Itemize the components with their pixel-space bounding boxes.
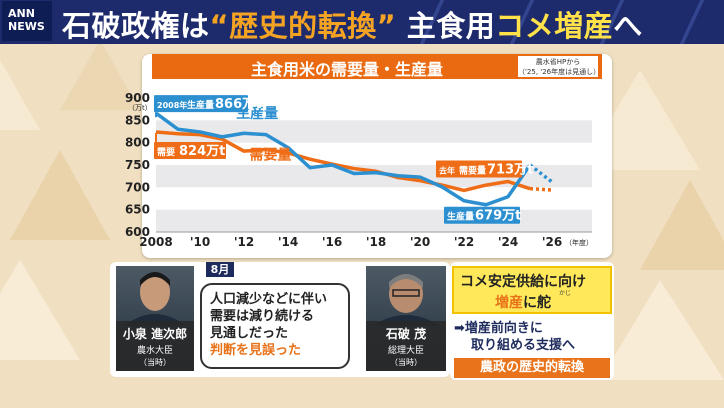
headline-part-4: コメ増産: [495, 9, 614, 43]
policy-line-2: 増産に舵: [495, 292, 551, 312]
x-tick-label: '26: [542, 235, 562, 249]
annotation-demand-2008-text: 824万t: [179, 144, 225, 159]
ishiba-role: 総理大臣: [387, 346, 424, 356]
annotation-demand-2024-text: 需要量: [459, 165, 486, 177]
ishiba-caption: 石破 茂 総理大臣 （当時）: [366, 321, 446, 371]
annotation-prod-2024: 生産量 679万t: [444, 206, 521, 224]
x-tick-label: '18: [366, 235, 386, 249]
quote-bubble: 人口減少などに伴い 需要は減り続ける 見通しだった 判断を見誤った: [200, 283, 350, 369]
y-tick-label: 650: [125, 203, 150, 217]
y-tick-label: 800: [125, 136, 150, 150]
x-tick-label: '10: [190, 235, 210, 249]
policy-line-1: コメ安定供給に向け: [460, 274, 586, 290]
y-tick-label: 600: [125, 225, 150, 239]
annotation-prod-2024-text: 679万t: [475, 209, 521, 224]
koizumi-caption: 小泉 進次郎 農水大臣 （当時）: [116, 321, 194, 371]
y-unit-label: （万t）: [128, 104, 152, 112]
quote-line-3: 見通しだった: [210, 326, 289, 341]
demand-line: [155, 130, 531, 193]
historic-shift-band: 農政の歴史的転換: [454, 358, 610, 378]
month-tag: 8月: [206, 262, 234, 277]
headline-part-5: へ: [613, 9, 643, 43]
x-tick-label: '24: [498, 235, 518, 249]
news-logo: ANN NEWS: [2, 1, 52, 41]
source-line-2: （'25, '26年度は見通し）: [518, 68, 601, 76]
annotation-demand-2024-text: 713万t: [487, 163, 533, 178]
annotation-prod-2024-box: [444, 206, 520, 224]
x-tick-label: '20: [410, 235, 430, 249]
grid-band: [156, 209, 592, 232]
headline-part-3: 主食用: [396, 9, 496, 43]
ishiba-photo: 石破 茂 総理大臣 （当時）: [366, 266, 446, 371]
x-tick-label: 2008: [139, 235, 172, 249]
annotation-prod-2024-text: 生産量: [447, 211, 474, 223]
y-tick-label: 900: [125, 91, 150, 105]
support-line-2: 取り組める支援へ: [471, 338, 576, 353]
koizumi-photo: 小泉 進次郎 農水大臣 （当時）: [116, 266, 194, 371]
ishiba-when: （当時）: [390, 358, 422, 367]
policy-line-2-rest: に舵: [523, 295, 551, 311]
headline-part-1: 石破政権は: [62, 9, 210, 43]
ishiba-name: 石破 茂: [385, 327, 427, 341]
y-tick-label: 850: [125, 113, 150, 127]
x-tick-label: '16: [322, 235, 342, 249]
quote-line-4: 判断を見誤った: [210, 343, 302, 358]
policy-line-2-accent: 増産: [495, 295, 523, 311]
chart-title-bar: 主食用米の需要量・生産量 農水省HPから （'25, '26年度は見通し）: [152, 54, 602, 79]
headline-banner: ANN NEWS 石破政権は“歴史的転換” 主食用コメ増産へ: [0, 0, 724, 44]
production-projection-line: [528, 163, 554, 184]
chart-title: 主食用米の需要量・生産量: [250, 60, 443, 79]
quote-line-1: 人口減少などに伴い: [210, 292, 328, 307]
grid-band: [156, 120, 592, 143]
x-tick-label: '14: [278, 235, 298, 249]
annotation-demand-2008: 需要 824万t: [154, 141, 226, 159]
koizumi-name: 小泉 進次郎: [122, 327, 188, 341]
annotation-demand-2008-box: [154, 141, 226, 159]
headline: 石破政権は“歴史的転換” 主食用コメ増産へ: [62, 3, 643, 44]
annotation-prod-2008-text: 866万t: [215, 97, 261, 112]
annotation-prod-2008: 2008年 生産量 866万t: [154, 95, 261, 113]
koizumi-when: （当時）: [139, 358, 171, 367]
chart-source-note: 農水省HPから （'25, '26年度は見通し）: [518, 56, 601, 77]
y-tick-label: 750: [125, 158, 150, 172]
demand-series-label: 需要量: [249, 147, 291, 164]
x-tick-label: '22: [454, 235, 474, 249]
portrait-silhouette-icon: [124, 272, 186, 326]
annotation-prod-2008-text: 2008年: [157, 100, 187, 110]
annotation-demand-2008-text: 需要: [157, 147, 175, 158]
annotation-prod-2008-text: 生産量: [187, 99, 214, 111]
portrait-silhouette-icon: [372, 274, 440, 326]
furigana-kaji: かじ: [559, 290, 572, 297]
koizumi-role: 農水大臣: [136, 346, 173, 356]
x-tick-label: '12: [234, 235, 254, 249]
policy-headline-box: コメ安定供給に向け 増産に舵 かじ: [452, 266, 612, 314]
x-unit-label: （年度）: [565, 238, 593, 247]
headline-part-2: “歴史的転換”: [209, 9, 397, 43]
annotation-demand-2024-text: 去年: [439, 166, 455, 176]
quote-line-2: 需要は減り続ける: [210, 309, 315, 324]
support-text: ➡増産前向きに 取り組める支援へ: [454, 320, 575, 354]
source-line-1: 農水省HPから: [535, 58, 581, 66]
annotation-demand-2024: 去年 需要量 713万t: [436, 160, 533, 178]
annotation-demand-2024-box: [436, 160, 522, 178]
demand-projection-line: [529, 186, 553, 192]
annotation-prod-2008-box: [154, 95, 248, 113]
support-line-1: ➡増産前向きに: [454, 321, 543, 336]
y-tick-label: 700: [125, 180, 150, 194]
production-line: [154, 111, 532, 207]
